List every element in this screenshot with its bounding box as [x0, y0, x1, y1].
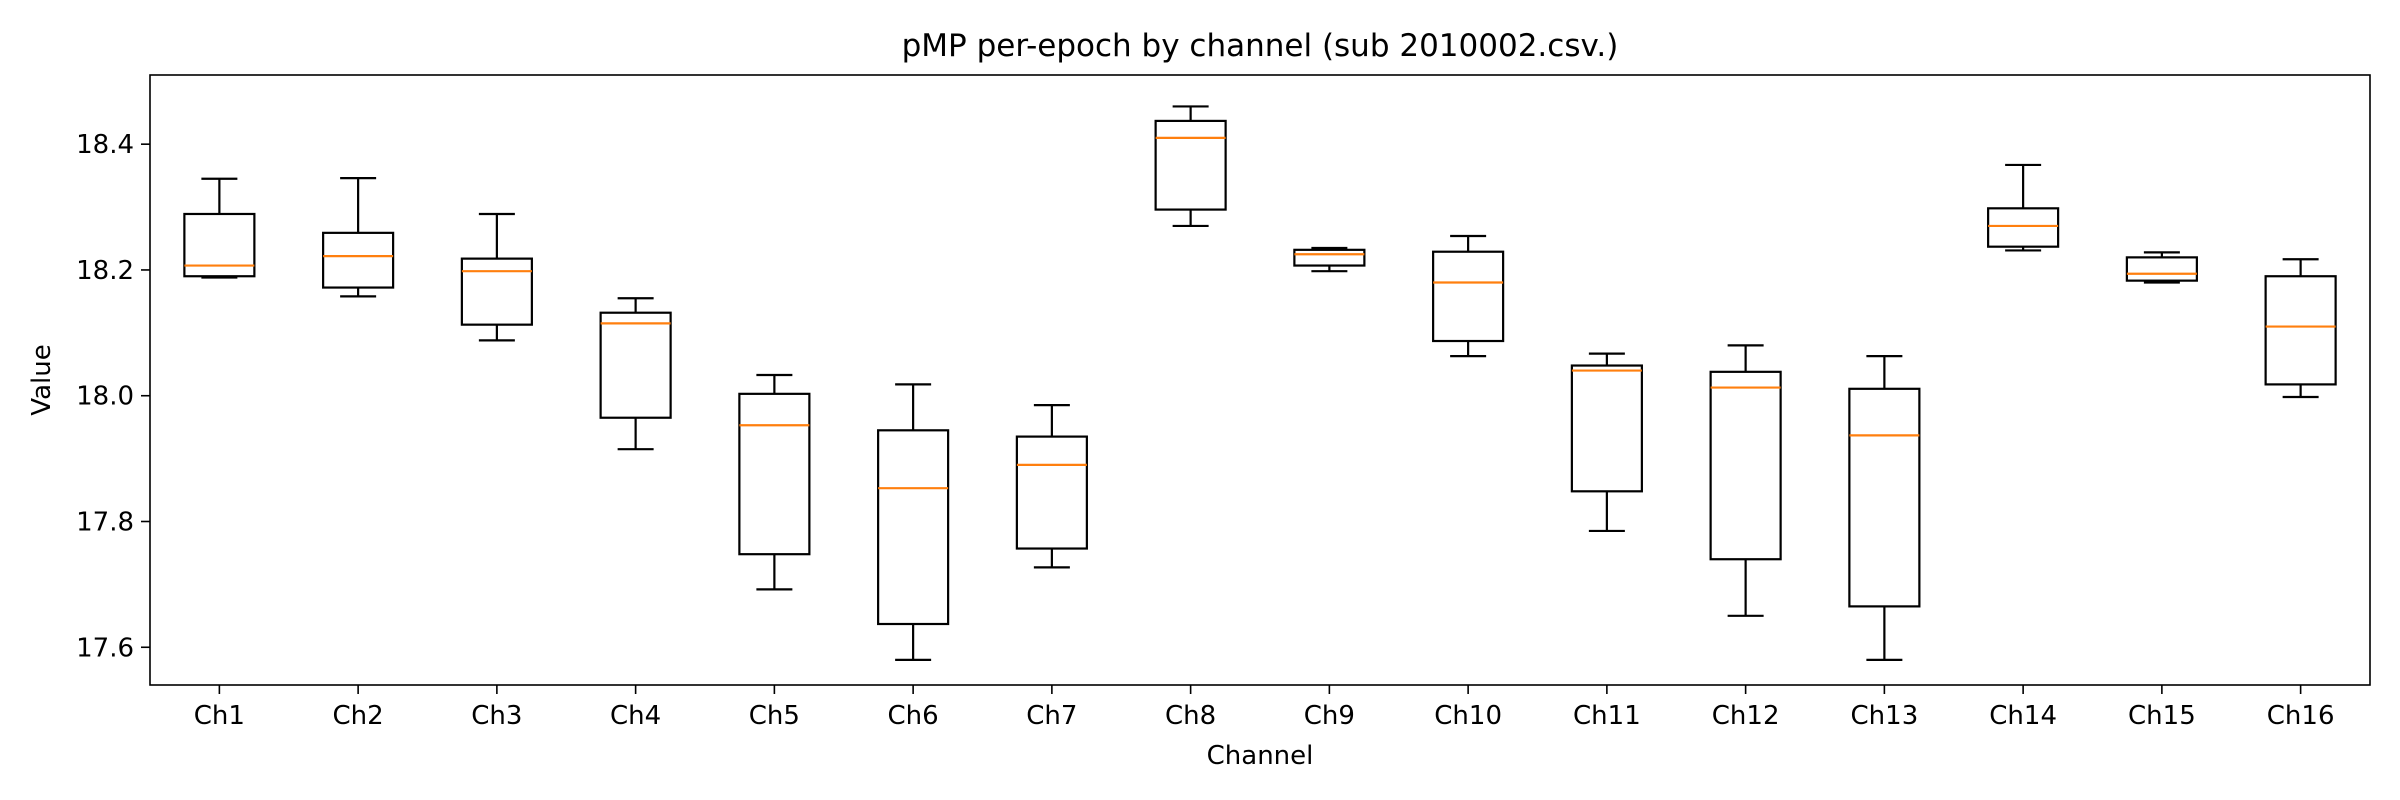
box-ch14 [1987, 207, 2060, 248]
box-ch8 [1154, 119, 1227, 211]
box-ch15 [2125, 256, 2198, 282]
x-tick-label: Ch4 [610, 701, 661, 731]
box-ch10 [1432, 250, 1505, 343]
box-ch4 [599, 311, 672, 419]
x-tick-label: Ch15 [2128, 701, 2196, 731]
x-tick-label: Ch8 [1165, 701, 1216, 731]
x-tick-label: Ch12 [1712, 701, 1780, 731]
x-tick-label: Ch3 [471, 701, 522, 731]
box-ch1 [183, 212, 256, 278]
box-ch16 [2264, 275, 2337, 386]
y-tick-label: 18.4 [76, 130, 134, 160]
y-tick-label: 17.8 [76, 507, 134, 537]
x-tick-label: Ch5 [749, 701, 800, 731]
x-tick-label: Ch14 [1989, 701, 2057, 731]
x-tick-label: Ch11 [1573, 701, 1641, 731]
x-tick-label: Ch7 [1026, 701, 1077, 731]
box-ch11 [1570, 364, 1643, 493]
box-ch13 [1848, 387, 1921, 608]
box-ch3 [460, 257, 533, 326]
x-tick-label: Ch2 [333, 701, 384, 731]
x-tick-label: Ch10 [1434, 701, 1502, 731]
box-ch9 [1293, 248, 1366, 267]
y-tick-label: 17.6 [76, 633, 134, 663]
plot-area: 17.6 17.8 18.0 18.2 18.4 Ch1 Ch2 Ch3 Ch4 Ch5 Ch6 Ch… [76, 105, 2337, 731]
chart-title: pMP per-epoch by channel (sub 2010002.cs… [902, 28, 1619, 64]
x-tick-label: Ch13 [1851, 701, 1919, 731]
x-tick-label: Ch6 [888, 701, 939, 731]
axes-frame [149, 74, 2371, 686]
x-tick-label: Ch16 [2267, 701, 2335, 731]
box-ch2 [322, 231, 395, 289]
box-ch5 [738, 392, 811, 556]
box-ch6 [877, 429, 950, 626]
y-tick-label: 18.0 [76, 382, 134, 412]
box-ch12 [1709, 370, 1782, 561]
y-tick-label: 18.2 [76, 256, 134, 286]
x-axis-label: Channel [1207, 741, 1314, 771]
x-tick-label: Ch9 [1304, 701, 1355, 731]
y-axis-label: Value [27, 344, 57, 415]
box-ch7 [1015, 435, 1088, 550]
x-tick-label: Ch1 [194, 701, 245, 731]
